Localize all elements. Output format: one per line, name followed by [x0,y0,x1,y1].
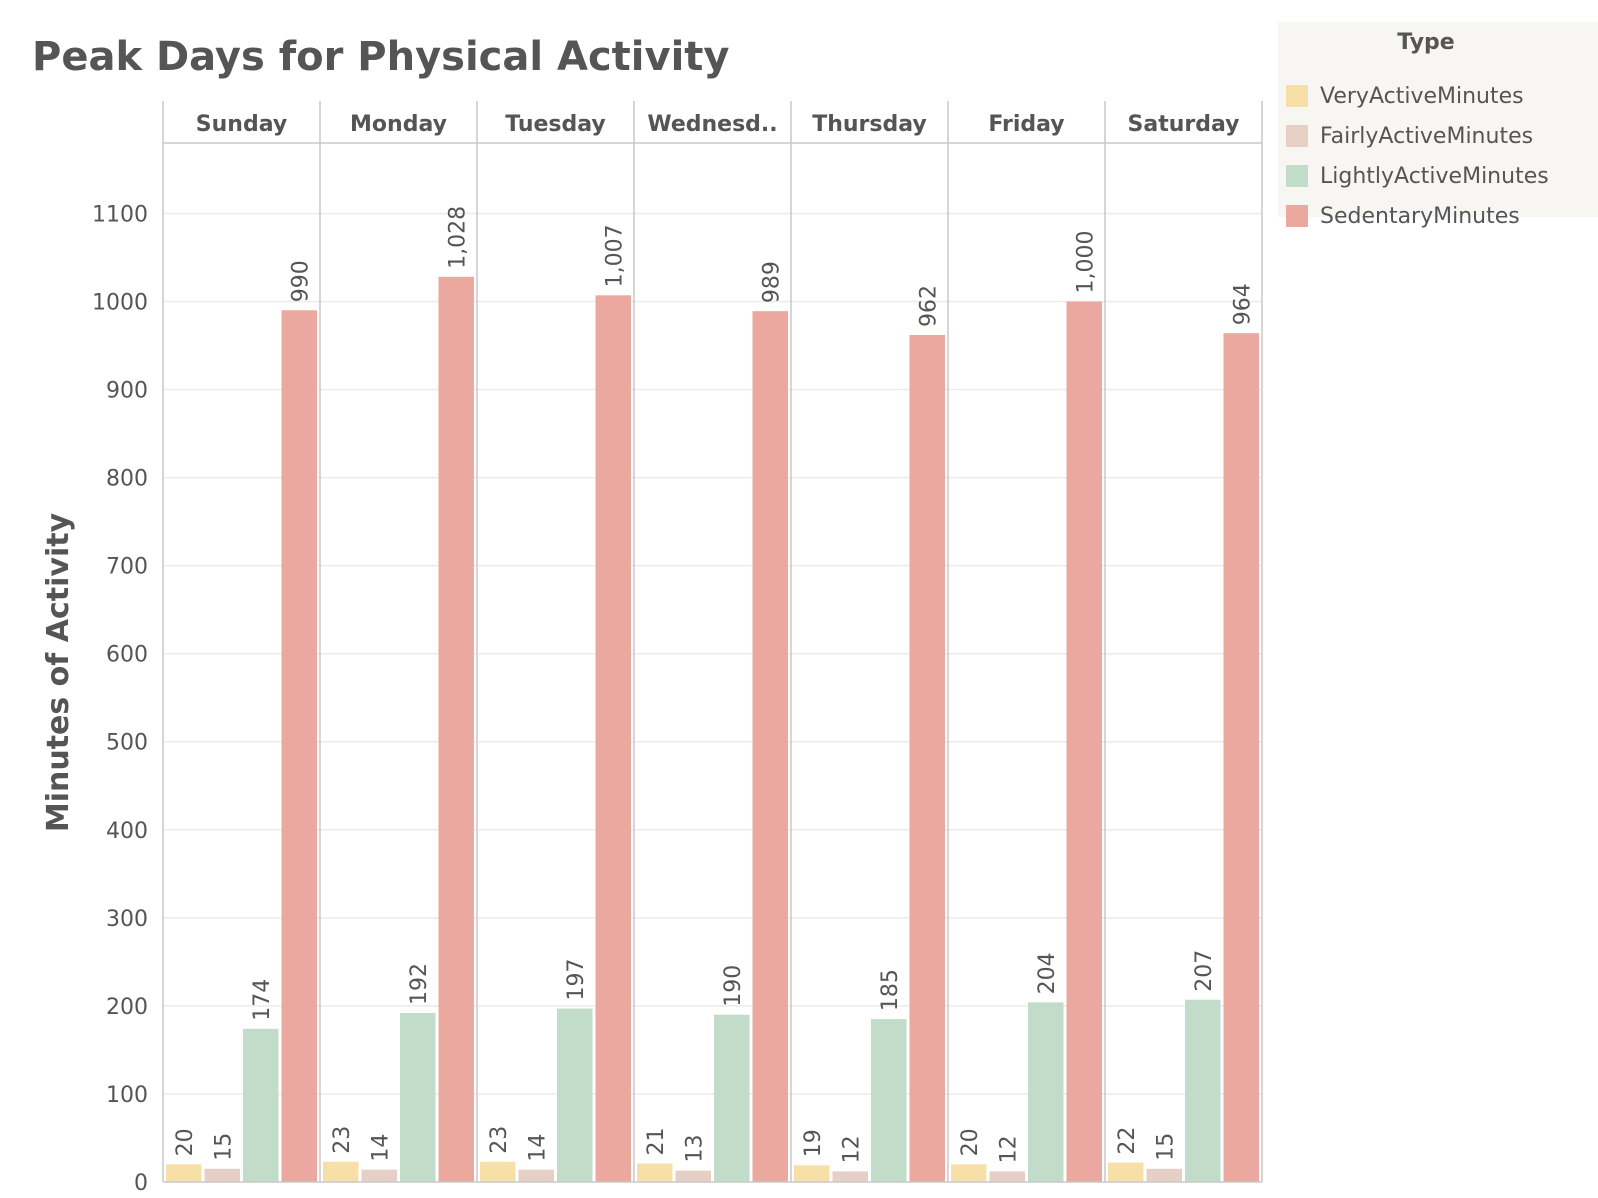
day-header-label: Wednesd.. [647,112,777,137]
legend-item-fairly-active: FairlyActiveMinutes [1286,116,1533,156]
bar [281,310,317,1182]
legend-swatch [1286,125,1308,147]
data-label: 964 [1230,283,1255,325]
bar [557,1008,593,1182]
legend-swatch [1286,165,1308,187]
data-label: 12 [996,1135,1021,1163]
bar [989,1171,1025,1182]
y-tick-label: 1100 [92,202,148,227]
bar [166,1164,202,1182]
bars-layer [166,276,1259,1183]
day-header-label: Thursday [812,112,927,137]
data-label: 197 [564,959,589,1001]
bar [400,1012,436,1182]
bar [1028,1002,1064,1182]
bar [794,1165,830,1182]
bar [518,1169,554,1182]
legend-label: SedentaryMinutes [1320,203,1520,229]
data-label: 15 [211,1133,236,1161]
y-tick-label: 900 [106,379,148,404]
legend-item-very-active: VeryActiveMinutes [1286,76,1524,116]
data-label: 23 [330,1126,355,1154]
day-header-label: Friday [988,112,1064,137]
y-tick-label: 100 [106,1083,148,1108]
y-tick-label: 500 [106,731,148,756]
day-header-label: Tuesday [505,112,606,137]
data-label: 20 [958,1128,983,1156]
bar [1223,333,1259,1182]
data-label: 990 [288,260,313,302]
bar [438,276,474,1182]
data-label: 14 [368,1134,393,1162]
data-label: 1,000 [1073,231,1098,294]
data-label: 12 [839,1135,864,1163]
bar [909,334,945,1183]
data-label: 22 [1115,1127,1140,1155]
y-tick-label: 800 [106,467,148,492]
bar [480,1161,516,1182]
legend-swatch [1286,85,1308,107]
data-label: 15 [1153,1133,1178,1161]
data-label: 23 [487,1126,512,1154]
day-header-label: Sunday [196,112,287,137]
data-label: 14 [525,1134,550,1162]
bar [323,1161,359,1182]
y-tick-label: 400 [106,819,148,844]
bar [243,1028,279,1182]
y-axis-label: Minutes of Activity [41,512,76,832]
data-label: 989 [759,261,784,303]
axis-layer: 0 100 200 300 400 500 600 700 800 900 1000 1100 Minu… [41,112,1239,1196]
y-tick-label: 200 [106,995,148,1020]
bar [1066,301,1102,1182]
labels-layer: 20 15 174 990 23 14 192 1,028 23 14 197 1,007 21 13 19… [173,206,1256,1164]
bar [595,295,631,1182]
data-label: 962 [916,285,941,327]
bar [204,1168,240,1182]
bar [752,311,788,1182]
legend: Type VeryActiveMinutes FairlyActiveMinut… [1278,22,1598,229]
data-label: 20 [173,1128,198,1156]
bar [637,1163,673,1182]
legend-label: VeryActiveMinutes [1320,83,1524,109]
day-header-label: Monday [350,112,447,137]
chart-title: Peak Days for Physical Activity [32,34,730,80]
bar [714,1014,750,1182]
data-label: 207 [1192,950,1217,992]
legend-swatch [1286,205,1308,227]
legend-title: Type [1397,30,1455,55]
bar [1108,1162,1144,1182]
legend-label: FairlyActiveMinutes [1320,123,1534,149]
bar [871,1019,907,1182]
bar [1185,999,1221,1182]
data-label: 21 [644,1128,669,1156]
y-tick-label: 0 [134,1171,148,1196]
bar [675,1170,711,1182]
data-label: 174 [250,979,275,1021]
bar [1146,1168,1182,1182]
data-label: 204 [1035,952,1060,994]
day-header-label: Saturday [1128,112,1240,137]
frame-layer [162,101,1263,1183]
data-label: 192 [407,963,432,1005]
data-label: 19 [801,1129,826,1157]
y-tick-label: 700 [106,555,148,580]
data-label: 190 [721,965,746,1007]
legend-label: LightlyActiveMinutes [1320,163,1549,189]
legend-item-sedentary: SedentaryMinutes [1286,196,1520,236]
bar [832,1171,868,1182]
data-label: 1,007 [602,224,627,287]
data-label: 185 [878,969,903,1011]
y-tick-label: 300 [106,907,148,932]
legend-item-lightly-active: LightlyActiveMinutes [1286,156,1549,196]
data-label: 13 [682,1135,707,1163]
bar [361,1169,397,1182]
y-tick-label: 600 [106,643,148,668]
y-tick-label: 1000 [92,290,148,315]
data-label: 1,028 [445,206,470,269]
bar [951,1164,987,1182]
